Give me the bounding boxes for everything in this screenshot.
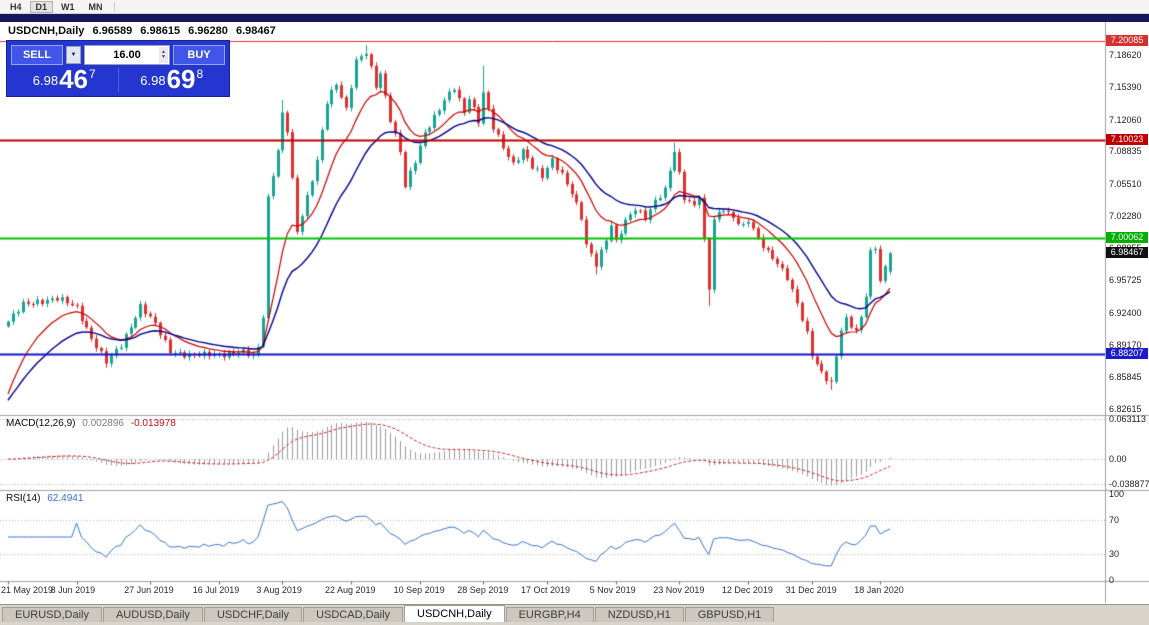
volume-dropdown-button[interactable]: ▼: [66, 46, 81, 64]
bottom-strip: [0, 622, 1149, 625]
trade-panel-price-row: 6.98 46 7 6.98 69 8: [11, 66, 225, 94]
chart-tab-audusd-daily[interactable]: AUDUSD,Daily: [102, 607, 203, 622]
chart-tab-usdcnh-daily[interactable]: USDCNH,Daily: [404, 605, 505, 622]
one-click-trading-panel: SELL ▼ 16.00 ▲ ▼ BUY 6.98 46 7 6.98 69 8: [6, 40, 230, 97]
sell-price-big-digits: 46: [59, 64, 89, 94]
volume-spinner[interactable]: ▲ ▼: [159, 47, 168, 63]
timeframe-button-w1[interactable]: W1: [55, 1, 81, 13]
trade-panel-controls-row: SELL ▼ 16.00 ▲ ▼ BUY: [11, 45, 225, 65]
buy-price[interactable]: 6.98 69 8: [119, 66, 226, 94]
buy-price-prefix: 6.98: [140, 73, 166, 88]
ohlc-high-value: 6.98615: [140, 25, 181, 37]
ohlc-open-value: 6.96589: [92, 25, 133, 37]
chart-tab-usdcad-daily[interactable]: USDCAD,Daily: [303, 607, 404, 622]
buy-price-pipette: 8: [196, 67, 204, 81]
chart-window-title-strip: [0, 14, 1149, 22]
macd-indicator-label: MACD(12,26,9) 0.002896 -0.013978: [6, 418, 180, 429]
sell-price[interactable]: 6.98 46 7: [11, 66, 118, 94]
chart-symbol-label: USDCNH,Daily: [8, 25, 85, 37]
rsi-value: 62.4941: [47, 493, 84, 504]
volume-value: 16.00: [113, 49, 141, 61]
rsi-indicator-label: RSI(14) 62.4941: [6, 493, 87, 504]
timeframe-button-mn[interactable]: MN: [83, 1, 109, 13]
sell-price-pipette: 7: [89, 67, 96, 81]
macd-signal-value: -0.013978: [130, 418, 176, 429]
buy-button[interactable]: BUY: [173, 45, 225, 65]
sell-price-prefix: 6.98: [32, 73, 59, 88]
timeframe-button-h4[interactable]: H4: [4, 1, 28, 13]
sell-button[interactable]: SELL: [11, 45, 63, 65]
chart-tab-eurusd-daily[interactable]: EURUSD,Daily: [2, 607, 102, 622]
chart-tab-gbpusd-h1[interactable]: GBPUSD,H1: [684, 607, 775, 622]
spinner-up-icon: ▲: [161, 49, 166, 55]
chevron-down-icon: ▼: [70, 52, 77, 58]
macd-name: MACD(12,26,9): [6, 418, 76, 429]
chart-title: USDCNH,Daily 6.96589 6.98615 6.96280 6.9…: [8, 25, 281, 37]
ohlc-low-value: 6.96280: [188, 25, 228, 37]
price-divider: [117, 68, 119, 92]
chart-tab-nzdusd-h1[interactable]: NZDUSD,H1: [594, 607, 684, 622]
chart-tab-usdchf-daily[interactable]: USDCHF,Daily: [203, 607, 303, 622]
rsi-name: RSI(14): [6, 493, 41, 504]
timeframe-toolbar: H4 D1 W1 MN: [0, 0, 1149, 14]
chart-tab-bar: EURUSD,Daily AUDUSD,Daily USDCHF,Daily USDC…: [0, 604, 1149, 622]
ohlc-close-value: 6.98467: [235, 25, 276, 37]
macd-main-value: 0.002896: [82, 418, 124, 429]
timeframe-button-d1[interactable]: D1: [29, 0, 54, 13]
buy-price-big-digits: 69: [166, 64, 196, 94]
volume-input[interactable]: 16.00 ▲ ▼: [84, 45, 170, 65]
toolbar-separator: [113, 2, 115, 11]
spinner-down-icon: ▼: [161, 54, 166, 60]
chart-tab-eurgbp-h4[interactable]: EURGBP,H4: [505, 607, 594, 622]
